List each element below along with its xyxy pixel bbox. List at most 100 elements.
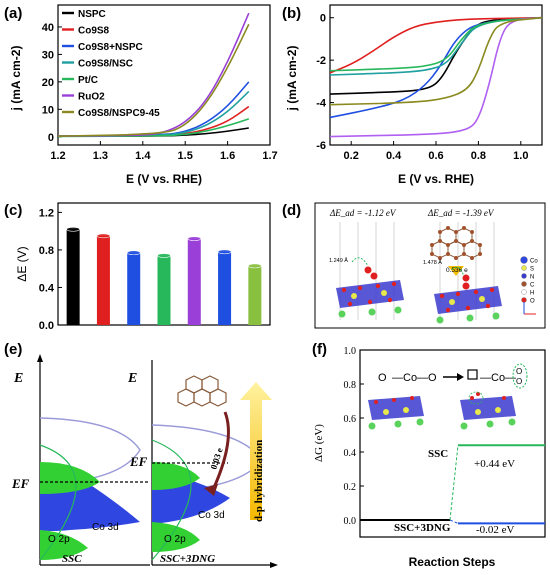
panel-d-legend-label-n: N xyxy=(530,275,534,281)
panel-e-hybrid-label: d-p hybridization xyxy=(253,440,265,522)
panel-d-left-energy: ΔE_ad = -1.12 eV xyxy=(329,208,397,218)
panel-d-legend-label-co: Co xyxy=(530,259,538,265)
panel-e-left-caption: SSC xyxy=(62,553,82,565)
panel-c-bar-co9s8 xyxy=(96,233,111,325)
panel-e-left-arrowhead xyxy=(37,354,43,362)
panel-f-frame xyxy=(359,349,546,538)
panel-c: (c) 0.0 0.4 0.8 1.2 ΔE (V) xyxy=(4,202,271,332)
panel-a-legend-label-co9s8-nspc: Co9S8+NSPC xyxy=(78,42,143,53)
panel-a-legend: NSPC Co9S8 Co9S8+NSPC Co9S8/NSC Pt/C RuO2 Co9S… xyxy=(62,9,160,119)
panel-f-ytick-label: 0.8 xyxy=(344,380,357,391)
panel-b-series-nspc xyxy=(329,16,543,95)
panel-e-left-o2p-lower xyxy=(40,530,88,560)
panel-e-left-o2p-upper xyxy=(40,462,100,494)
panel-a-ytick-label: 40 xyxy=(42,22,54,34)
panel-f-ylabel: ΔG (eV) xyxy=(313,424,325,462)
panel-a-lines xyxy=(57,12,250,138)
panel-e-right-co3d-label: Co 3d xyxy=(198,510,225,521)
panel-e-left-co3d-label: Co 3d xyxy=(92,522,119,533)
panel-b: (b) 0.2 0.4 0.6 0.8 1.0 -6 -4 -2 0 E (V vs. RHE)… xyxy=(282,4,543,186)
panel-a-xtick-label: 1.3 xyxy=(93,150,108,162)
panel-d-legend-dot-n xyxy=(521,273,527,279)
panel-b-ytick-label: 0 xyxy=(320,13,326,25)
panel-f-scheme-o1: O xyxy=(378,372,387,384)
panel-a-ytick-label: 10 xyxy=(42,104,54,116)
panel-a-xtick-label: 1.4 xyxy=(135,150,151,162)
panel-a-legend-label-co9s8-nspc9-45: Co9S8/NSPC9-45 xyxy=(78,108,160,119)
panel-c-bar-co9s8-nspc xyxy=(126,250,141,325)
panel-e-left-fermi: EF xyxy=(11,476,30,491)
panel-a-legend-label-pt-c: Pt/C xyxy=(78,75,98,86)
panel-e-right-arrowhead xyxy=(270,562,278,568)
panel-d-legend-label-s: S xyxy=(530,267,534,273)
panel-e-left-o2p-label: O 2p xyxy=(48,534,70,545)
panel-b-xtick-label: 0.8 xyxy=(471,150,486,162)
panel-f-xlabel: Reaction Steps xyxy=(409,555,496,569)
panel-e-transfer-arrow xyxy=(210,411,230,493)
panel-e-right-caption: SSC+3DNG xyxy=(160,553,215,565)
panel-d-letter: (d) xyxy=(282,202,301,219)
panel-f-scheme-o2: O xyxy=(428,372,437,384)
panel-c-ticks: 0.0 0.4 0.8 1.2 xyxy=(39,207,62,332)
panel-a-frame xyxy=(57,4,271,146)
panel-b-frame xyxy=(329,4,543,146)
panel-f-ytick-label: 0.4 xyxy=(344,448,357,459)
panel-f-scheme-o2-ring xyxy=(512,363,528,389)
panel-e-hybrid-arrow xyxy=(240,382,272,520)
panel-d-frame xyxy=(314,202,546,329)
panel-f-up-label: +0.44 eV xyxy=(474,458,515,470)
panel-c-ytick-label: 0.8 xyxy=(39,245,54,257)
panel-f-scheme: O —Co— O —Co— O O xyxy=(378,363,528,389)
panel-b-series-ruo2 xyxy=(329,16,543,138)
panel-c-bar-pt-c xyxy=(187,236,202,325)
panel-d-arc-right xyxy=(451,266,465,277)
panel-a-ylabel: j (mA cm-2) xyxy=(9,46,23,112)
panel-c-ytick-label: 0.0 xyxy=(39,320,54,332)
panel-b-ytick-label: -2 xyxy=(316,55,326,67)
panel-d-o2-left xyxy=(364,266,378,280)
panel-f-steps xyxy=(360,444,545,525)
panel-c-bar-co9s8-nsc xyxy=(157,253,171,325)
panel-a-ytick-label: 20 xyxy=(42,77,54,89)
panel-f-scheme-co1: —Co— xyxy=(392,372,428,384)
panel-e-left-E: E xyxy=(13,371,23,386)
panel-d: (d) ΔE_ad = -1.12 eV ΔE_ad = -1.39 eV xyxy=(282,202,546,329)
panel-a-ticks: 1.2 1.3 1.4 1.5 1.6 1.7 0 10 20 30 40 xyxy=(42,22,278,162)
panel-e-molecule xyxy=(177,375,227,407)
panel-a-legend-label-ruo2: RuO2 xyxy=(78,92,105,103)
panel-e-right-E: E xyxy=(127,371,137,386)
panel-f-ssc3dng-label: SSC+3DNG xyxy=(394,522,451,534)
panel-f-letter: (f) xyxy=(312,341,327,358)
panel-a-legend-label-co9s8-nsc: Co9S8/NSC xyxy=(78,59,133,70)
panel-a-xtick-label: 1.2 xyxy=(50,150,65,162)
panel-c-bar-ruo2 xyxy=(217,249,232,325)
panel-f-connector-ssc-3dng xyxy=(449,519,459,524)
panel-e-left-o2p-curve xyxy=(39,444,77,561)
panel-f-ytick-label: 0.6 xyxy=(344,414,357,425)
panel-f-scheme-arrowhead xyxy=(457,373,464,381)
panel-b-xlabel: E (V vs. RHE) xyxy=(398,172,474,186)
panel-d-right-energy: ΔE_ad = -1.39 eV xyxy=(427,208,495,218)
panel-d-arc-left xyxy=(351,257,369,267)
panel-c-ytick-label: 1.2 xyxy=(39,207,54,219)
panel-d-legend-label-h: H xyxy=(530,291,534,297)
panel-b-series-co9s8-nsc xyxy=(329,16,543,76)
panel-b-series-co9s8-nspc9-45 xyxy=(329,16,543,106)
panel-f-connector-ssc xyxy=(449,445,459,521)
panel-f-ytick-label: 0.2 xyxy=(344,482,357,493)
panel-a-series-co9s8-nspc9-45 xyxy=(57,23,250,138)
panel-b-xtick-label: 0.4 xyxy=(386,150,402,162)
panel-d-legend-dot-h xyxy=(521,289,527,295)
panel-c-ytick-label: 0.4 xyxy=(39,282,55,294)
panel-a-letter: (a) xyxy=(4,5,22,22)
panel-d-slab-right xyxy=(434,286,502,324)
panel-c-letter: (c) xyxy=(4,202,22,219)
panel-f-scheme-vacancy xyxy=(467,369,478,380)
panel-e-transfer-arrowhead xyxy=(204,484,218,496)
panel-f-scheme-o2-top: O xyxy=(516,367,522,376)
panel-c-ylabel: ΔE (V) xyxy=(15,246,29,281)
panel-a-xtick-label: 1.7 xyxy=(262,150,277,162)
panel-b-xtick-label: 0.2 xyxy=(344,150,359,162)
